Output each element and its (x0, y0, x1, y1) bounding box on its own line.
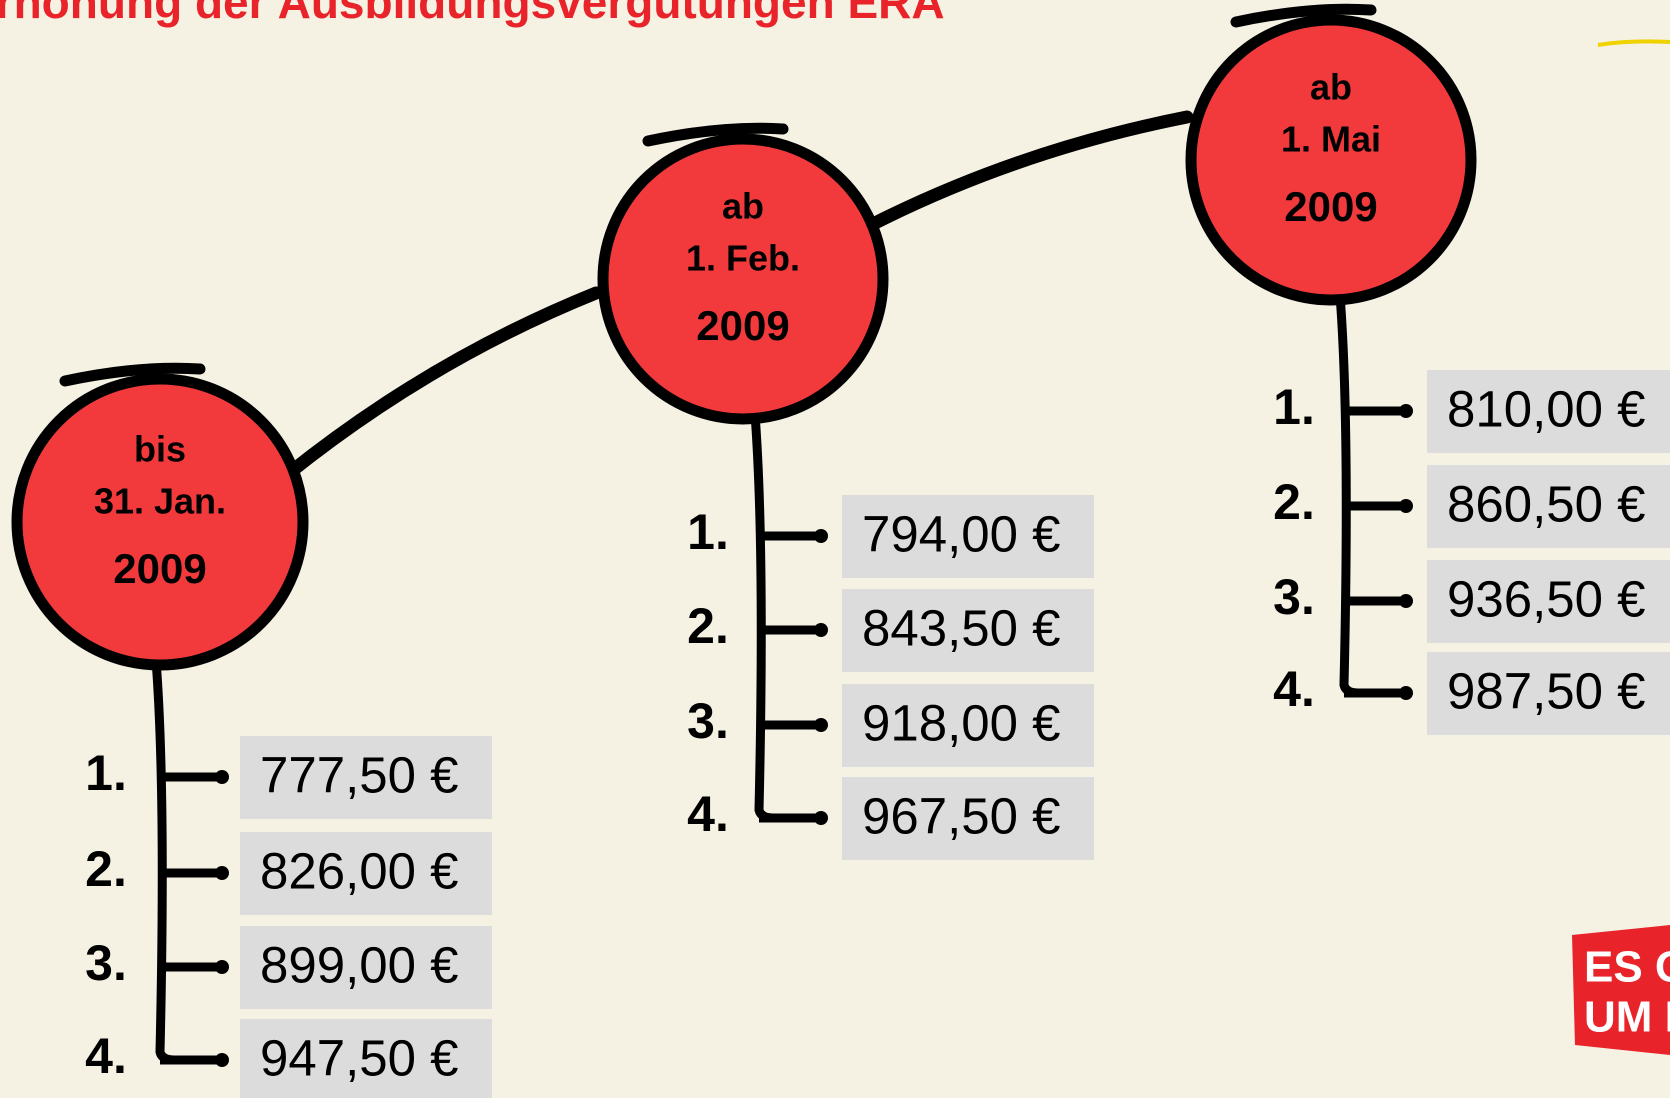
bubble-tip (1230, 3, 1377, 28)
year-number: 2. (687, 598, 729, 654)
slide-title: Erhöhung der Ausbildungsvergütungen ERA (0, 0, 945, 28)
amount: 777,50 € (260, 746, 459, 803)
logo-text: UM MEHR (1584, 993, 1670, 1042)
amount: 936,50 € (1447, 570, 1646, 627)
year-number: 2. (85, 841, 127, 897)
branch-dot (1399, 686, 1413, 700)
year-number: 3. (85, 935, 127, 991)
logo-shape (1572, 925, 1670, 1055)
amount-box (1427, 370, 1670, 453)
amount: 899,00 € (260, 936, 459, 993)
logo-text: ES GEHT (1584, 943, 1670, 992)
amount-box (1427, 652, 1670, 735)
amount: 918,00 € (862, 694, 1061, 751)
branch-dot (814, 623, 828, 637)
amount: 947,50 € (260, 1029, 459, 1086)
year-number: 3. (687, 693, 729, 749)
branch-dot (814, 811, 828, 825)
branch-dot (1399, 404, 1413, 418)
period-year: 2009 (1284, 183, 1377, 230)
year-number: 2. (1273, 474, 1315, 530)
amount-box (842, 684, 1094, 767)
period-label: ab (722, 186, 764, 227)
branch-dot (1399, 594, 1413, 608)
bubble-tip (59, 362, 206, 387)
period-label: 31. Jan. (94, 481, 226, 522)
amount: 794,00 € (862, 505, 1061, 562)
year-number: 4. (687, 786, 729, 842)
amount-box (1427, 465, 1670, 548)
amount-box (842, 495, 1094, 578)
period-label: bis (134, 429, 186, 470)
year-number: 1. (1273, 379, 1315, 435)
period-label: ab (1310, 67, 1352, 108)
amount: 826,00 € (260, 842, 459, 899)
period-year: 2009 (696, 302, 789, 349)
branch-dot (1399, 499, 1413, 513)
connector (281, 286, 603, 481)
amount: 967,50 € (862, 787, 1061, 844)
amount: 860,50 € (1447, 475, 1646, 532)
year-number: 4. (85, 1028, 127, 1084)
amount-box (1427, 560, 1670, 643)
period-bubble (597, 133, 889, 425)
logo: ES GEHT UM MEHR (1572, 925, 1670, 1055)
connector (866, 110, 1194, 231)
amount: 987,50 € (1447, 662, 1646, 719)
year-number: 1. (85, 745, 127, 801)
amount-box (842, 777, 1094, 860)
amount-box (240, 832, 492, 915)
branch-dot (215, 770, 229, 784)
year-number: 4. (1273, 661, 1315, 717)
year-number: 3. (1273, 569, 1315, 625)
amount: 843,50 € (862, 599, 1061, 656)
period-label: 1. Mai (1281, 119, 1381, 160)
amount-box (240, 736, 492, 819)
branch-dot (215, 1053, 229, 1067)
period-label: 1. Feb. (686, 238, 800, 279)
period-bubble (11, 373, 309, 671)
year-number: 1. (687, 504, 729, 560)
bubble-tip (642, 122, 789, 147)
period-year: 2009 (113, 545, 206, 592)
branch-dot (814, 529, 828, 543)
swoosh (1597, 39, 1670, 47)
amount-box (842, 589, 1094, 672)
branch-dot (215, 866, 229, 880)
amount: 810,00 € (1447, 380, 1646, 437)
branch-dot (215, 960, 229, 974)
amount-box (240, 1019, 492, 1098)
branch-dot (814, 718, 828, 732)
period-bubble (1185, 14, 1477, 306)
amount-box (240, 926, 492, 1009)
